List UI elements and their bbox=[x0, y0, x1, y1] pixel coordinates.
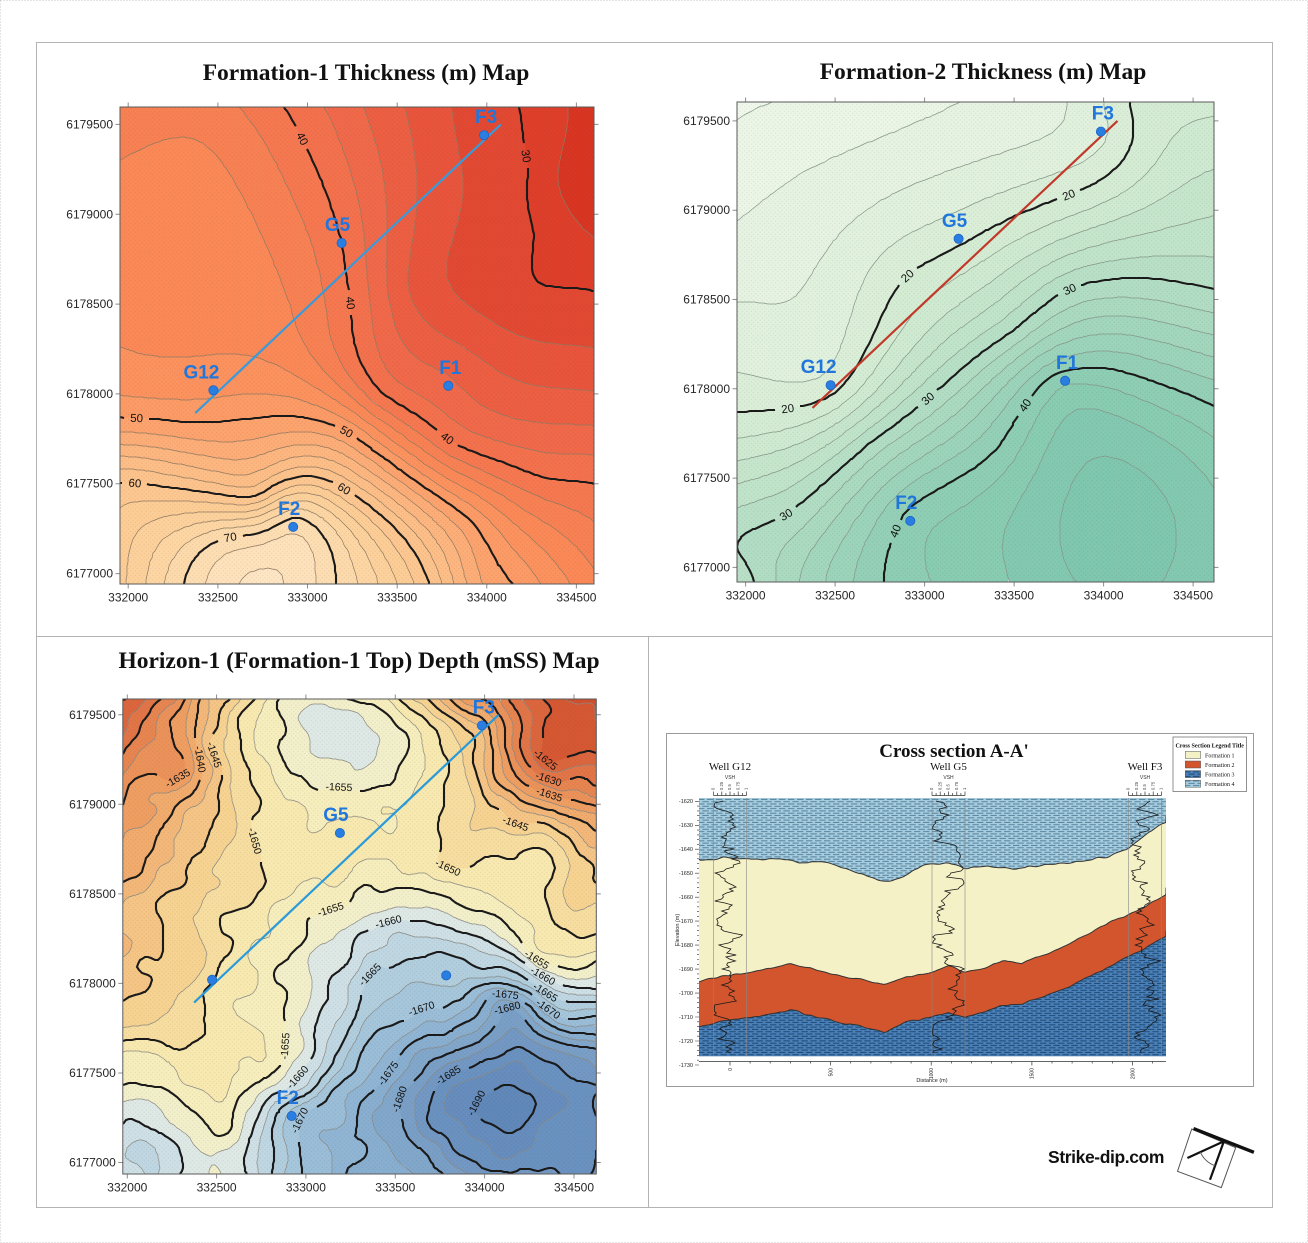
svg-text:Formation 4: Formation 4 bbox=[1205, 782, 1235, 788]
svg-text:0: 0 bbox=[929, 787, 934, 790]
svg-text:0.25: 0.25 bbox=[938, 781, 943, 790]
svg-text:F2: F2 bbox=[895, 493, 917, 514]
svg-text:1: 1 bbox=[1159, 787, 1164, 790]
svg-text:G12: G12 bbox=[801, 357, 837, 378]
svg-text:1500: 1500 bbox=[1030, 1068, 1036, 1079]
svg-text:Strike-dip.com: Strike-dip.com bbox=[1048, 1147, 1164, 1167]
svg-text:0.75: 0.75 bbox=[1151, 781, 1156, 790]
svg-text:F2: F2 bbox=[277, 1088, 299, 1109]
svg-text:333000: 333000 bbox=[286, 1181, 326, 1195]
svg-text:-1720: -1720 bbox=[679, 1039, 693, 1045]
svg-text:334000: 334000 bbox=[465, 1181, 505, 1195]
svg-text:333500: 333500 bbox=[375, 1181, 415, 1195]
svg-text:332000: 332000 bbox=[107, 1181, 147, 1195]
svg-text:Elevation (m): Elevation (m) bbox=[675, 914, 681, 947]
svg-text:0.25: 0.25 bbox=[1134, 781, 1139, 790]
svg-text:332500: 332500 bbox=[197, 1181, 237, 1195]
svg-text:6178000: 6178000 bbox=[69, 976, 116, 990]
svg-text:334000: 334000 bbox=[1084, 589, 1124, 603]
svg-text:G12: G12 bbox=[183, 362, 219, 383]
svg-text:-1730: -1730 bbox=[679, 1063, 693, 1069]
svg-text:334500: 334500 bbox=[556, 591, 596, 605]
svg-text:6178500: 6178500 bbox=[69, 887, 116, 901]
svg-text:Well G12: Well G12 bbox=[709, 761, 751, 773]
svg-text:-1670: -1670 bbox=[679, 919, 693, 925]
svg-text:Horizon-1 (Formation-1 Top) De: Horizon-1 (Formation-1 Top) Depth (mSS) … bbox=[118, 648, 599, 674]
svg-text:-1650: -1650 bbox=[679, 871, 693, 877]
svg-text:6179000: 6179000 bbox=[66, 207, 113, 221]
svg-text:333000: 333000 bbox=[905, 589, 945, 603]
svg-text:6179500: 6179500 bbox=[69, 708, 116, 722]
svg-text:0.5: 0.5 bbox=[1142, 784, 1147, 790]
svg-text:1: 1 bbox=[744, 787, 749, 790]
svg-text:334500: 334500 bbox=[554, 1181, 594, 1195]
svg-text:6177500: 6177500 bbox=[66, 477, 113, 491]
svg-text:Distance (m): Distance (m) bbox=[916, 1078, 947, 1084]
svg-text:333500: 333500 bbox=[377, 591, 417, 605]
svg-text:Cross Section Legend Title: Cross Section Legend Title bbox=[1175, 744, 1244, 750]
svg-text:333500: 333500 bbox=[994, 589, 1034, 603]
svg-text:VSH: VSH bbox=[943, 775, 954, 781]
svg-text:-1640: -1640 bbox=[679, 847, 693, 853]
svg-text:332500: 332500 bbox=[815, 589, 855, 603]
svg-text:6178500: 6178500 bbox=[683, 293, 730, 307]
svg-text:Formation 2: Formation 2 bbox=[1205, 763, 1235, 769]
svg-text:F3: F3 bbox=[1092, 104, 1114, 125]
svg-text:0: 0 bbox=[728, 1068, 734, 1071]
svg-text:F3: F3 bbox=[475, 107, 497, 128]
svg-text:6177500: 6177500 bbox=[69, 1066, 116, 1080]
svg-text:0.75: 0.75 bbox=[736, 781, 741, 790]
svg-text:1: 1 bbox=[962, 787, 967, 790]
svg-text:0.5: 0.5 bbox=[946, 784, 951, 790]
svg-text:-1700: -1700 bbox=[679, 991, 693, 997]
svg-text:6177000: 6177000 bbox=[66, 567, 113, 581]
svg-text:6178000: 6178000 bbox=[683, 382, 730, 396]
svg-text:VSH: VSH bbox=[725, 775, 736, 781]
svg-text:6179000: 6179000 bbox=[683, 203, 730, 217]
svg-text:6177000: 6177000 bbox=[69, 1156, 116, 1170]
svg-text:G5: G5 bbox=[325, 215, 351, 236]
svg-text:2000: 2000 bbox=[1130, 1068, 1136, 1079]
svg-text:334000: 334000 bbox=[467, 591, 507, 605]
svg-text:6179000: 6179000 bbox=[69, 797, 116, 811]
svg-text:0.5: 0.5 bbox=[727, 784, 732, 790]
svg-text:Cross section A-A': Cross section A-A' bbox=[879, 741, 1029, 762]
svg-text:-1680: -1680 bbox=[679, 943, 693, 949]
svg-text:Well F3: Well F3 bbox=[1128, 761, 1163, 773]
svg-text:0.25: 0.25 bbox=[719, 781, 724, 790]
svg-text:6177500: 6177500 bbox=[683, 471, 730, 485]
svg-text:6177000: 6177000 bbox=[683, 560, 730, 574]
svg-text:6178500: 6178500 bbox=[66, 297, 113, 311]
svg-text:0.75: 0.75 bbox=[954, 781, 959, 790]
svg-text:Formation 1: Formation 1 bbox=[1205, 753, 1235, 759]
svg-text:333000: 333000 bbox=[287, 591, 327, 605]
svg-text:F1: F1 bbox=[1056, 353, 1079, 374]
svg-text:6178000: 6178000 bbox=[66, 387, 113, 401]
svg-text:1000: 1000 bbox=[929, 1068, 935, 1079]
svg-text:-1710: -1710 bbox=[679, 1015, 693, 1021]
svg-text:6179500: 6179500 bbox=[66, 117, 113, 131]
svg-text:500: 500 bbox=[828, 1068, 834, 1077]
svg-text:VSH: VSH bbox=[1140, 775, 1151, 781]
svg-text:F1: F1 bbox=[439, 358, 462, 379]
svg-text:Formation-2 Thickness (m) Map: Formation-2 Thickness (m) Map bbox=[820, 59, 1147, 85]
svg-text:-1630: -1630 bbox=[679, 823, 693, 829]
svg-text:332500: 332500 bbox=[198, 591, 238, 605]
svg-text:G5: G5 bbox=[942, 211, 968, 232]
svg-text:-1620: -1620 bbox=[679, 799, 693, 805]
svg-text:0: 0 bbox=[711, 787, 716, 790]
svg-text:Formation 3: Formation 3 bbox=[1205, 773, 1235, 779]
svg-text:6179500: 6179500 bbox=[683, 114, 730, 128]
svg-text:F2: F2 bbox=[278, 499, 300, 520]
svg-text:0: 0 bbox=[1126, 787, 1131, 790]
svg-text:Formation-1 Thickness (m) Map: Formation-1 Thickness (m) Map bbox=[203, 60, 530, 86]
svg-text:332000: 332000 bbox=[726, 589, 766, 603]
svg-text:Well G5: Well G5 bbox=[930, 761, 967, 773]
svg-text:332000: 332000 bbox=[108, 591, 148, 605]
svg-text:F3: F3 bbox=[473, 698, 495, 719]
svg-text:-1660: -1660 bbox=[679, 895, 693, 901]
svg-text:334500: 334500 bbox=[1173, 589, 1213, 603]
svg-text:G5: G5 bbox=[323, 805, 349, 826]
svg-text:-1690: -1690 bbox=[679, 967, 693, 973]
